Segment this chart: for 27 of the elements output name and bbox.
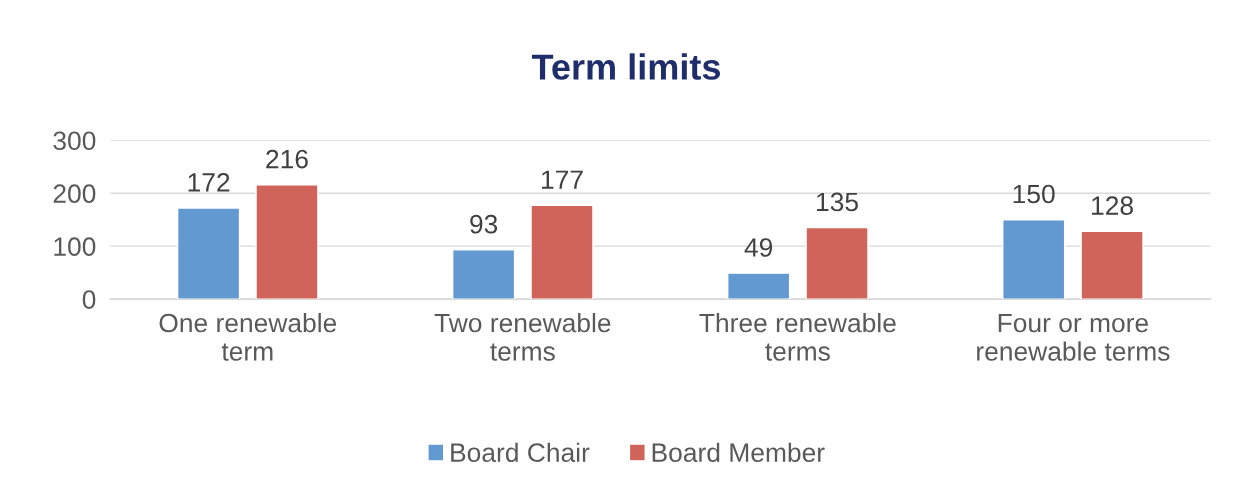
bar: [176, 207, 241, 300]
data-label: 128: [1092, 196, 1133, 216]
x-tick-label: Two renewable terms: [434, 312, 611, 361]
bar: [530, 204, 594, 300]
data-label: 150: [1013, 184, 1055, 204]
x-tick-label: Three renewable terms: [699, 312, 896, 361]
data-label: 93: [470, 214, 498, 234]
data-label: 49: [744, 238, 773, 257]
y-tick-label: 200: [53, 184, 96, 204]
x-tick-label: Four or more renewable terms: [977, 313, 1170, 361]
bar: [1002, 218, 1066, 300]
bar: [255, 184, 319, 300]
legend-label: Board Chair: [451, 442, 590, 463]
chart-title: Term limits: [531, 53, 721, 80]
bar: [727, 272, 791, 300]
data-label: 216: [266, 149, 308, 169]
x-tick-label: One renewable term: [159, 312, 337, 361]
y-tick-label: 0: [82, 290, 96, 309]
legend-label: Board Member: [652, 442, 825, 463]
bar: [451, 249, 516, 300]
data-label: 135: [817, 192, 858, 212]
y-tick-label: 300: [53, 131, 96, 151]
data-label: 177: [542, 170, 583, 189]
bar: [1080, 230, 1144, 300]
data-label: 172: [188, 173, 230, 192]
y-tick-label: 100: [54, 237, 96, 256]
bar: [805, 226, 869, 300]
